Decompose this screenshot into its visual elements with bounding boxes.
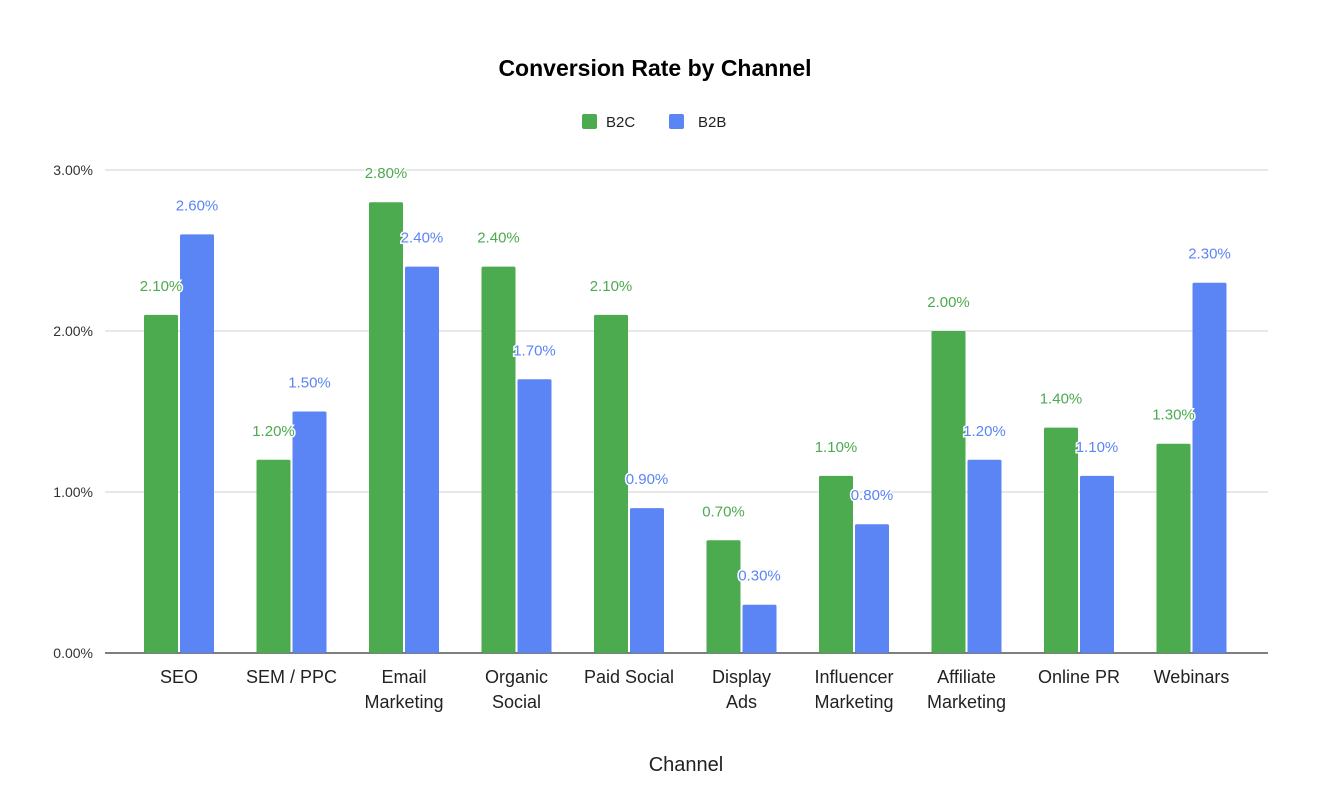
bar-b2b <box>405 266 439 653</box>
x-tick-label: Social <box>492 692 541 712</box>
bar-b2b <box>855 524 889 653</box>
bar-b2b <box>517 379 552 653</box>
y-tick-label: 0.00% <box>53 645 93 661</box>
bar-b2c <box>706 540 741 653</box>
data-label-b2b: 2.30% <box>1188 246 1231 263</box>
bar-b2b <box>630 508 664 653</box>
bar-b2b <box>180 234 214 653</box>
data-label-b2b: 0.30% <box>738 568 781 585</box>
data-label-b2b: 1.10% <box>1076 439 1119 456</box>
bar-b2b <box>967 459 1002 653</box>
x-tick-label: Marketing <box>814 692 893 712</box>
data-label-b2b: 2.60% <box>176 197 219 214</box>
x-tick-label: Organic <box>485 667 548 687</box>
x-tick-label: Ads <box>726 692 757 712</box>
bar-b2b <box>1080 475 1114 653</box>
bar-b2b <box>742 604 777 653</box>
legend: B2C B2B <box>582 114 726 131</box>
data-label-b2b: 2.40% <box>401 230 444 247</box>
x-tick-label: Display <box>712 667 771 687</box>
bar-b2c <box>256 459 291 653</box>
x-tick-label: Marketing <box>364 692 443 712</box>
x-tick-label: Webinars <box>1154 667 1230 687</box>
y-tick-label: 2.00% <box>53 323 93 339</box>
x-tick-label: Online PR <box>1038 667 1120 687</box>
bar-b2b <box>1192 282 1227 653</box>
data-label-b2c: 1.10% <box>815 439 858 456</box>
data-label-b2c: 1.40% <box>1040 391 1083 408</box>
data-label-b2c: 2.40% <box>477 230 520 247</box>
legend-label-b2c: B2C <box>606 114 635 131</box>
bar-b2c <box>144 314 178 653</box>
legend-swatch-b2b <box>669 114 684 129</box>
data-label-b2b: 1.50% <box>288 375 331 392</box>
legend-label-b2b: B2B <box>698 114 726 131</box>
bar-b2c <box>1044 427 1078 653</box>
data-label-b2c: 0.70% <box>702 503 745 520</box>
bar-b2b <box>292 411 327 653</box>
x-tick-label: SEM / PPC <box>246 667 337 687</box>
y-tick-label: 3.00% <box>53 162 93 178</box>
x-axis-title: Channel <box>649 754 724 776</box>
chart-title: Conversion Rate by Channel <box>498 55 811 81</box>
x-tick-label: Marketing <box>927 692 1006 712</box>
x-tick-label: Paid Social <box>584 667 674 687</box>
data-label-b2b: 1.20% <box>963 423 1006 440</box>
data-label-b2b: 1.70% <box>513 342 556 359</box>
y-tick-label: 1.00% <box>53 484 93 500</box>
bar-b2c <box>481 266 516 653</box>
x-tick-label: Influencer <box>814 667 893 687</box>
bar-b2c <box>369 202 403 653</box>
x-tick-label: SEO <box>160 667 198 687</box>
bar-b2c <box>819 475 853 653</box>
data-label-b2c: 1.30% <box>1152 407 1195 424</box>
data-label-b2c: 2.10% <box>140 278 183 295</box>
x-tick-label: Affiliate <box>937 667 996 687</box>
data-label-b2c: 2.00% <box>927 294 970 311</box>
legend-swatch-b2c <box>582 114 597 129</box>
data-label-b2c: 1.20% <box>252 423 295 440</box>
bar-b2c <box>931 331 966 653</box>
bar-b2c <box>594 314 628 653</box>
x-tick-label: Email <box>381 667 426 687</box>
data-label-b2c: 2.10% <box>590 278 633 295</box>
data-label-b2b: 0.90% <box>626 471 669 488</box>
bar-b2c <box>1156 443 1191 653</box>
data-label-b2b: 0.80% <box>851 487 894 504</box>
data-label-b2c: 2.80% <box>365 165 408 182</box>
